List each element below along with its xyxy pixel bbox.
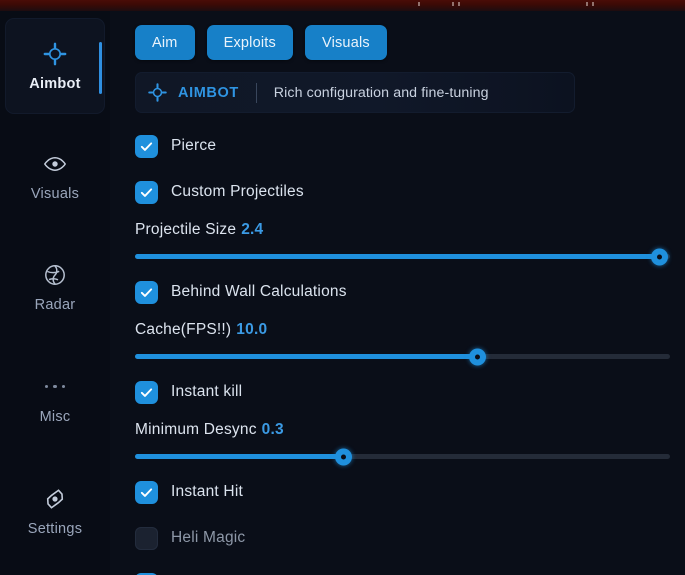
option-row-projectile-size: Projectile Size 2.4 — [135, 215, 685, 265]
option-label: Instant kill — [171, 383, 243, 400]
option-row-minimum-desync: Minimum Desync 0.3 — [135, 415, 685, 465]
active-indicator — [99, 42, 102, 94]
ellipsis-icon — [42, 374, 68, 400]
banner-divider — [255, 82, 257, 103]
sidebar-item-visuals[interactable]: Visuals — [5, 128, 105, 224]
option-row-pierce[interactable]: Pierce — [135, 123, 685, 169]
slider-value: 0.3 — [261, 421, 284, 438]
slider-thumb[interactable] — [468, 348, 486, 365]
section-title: AIMBOT — [178, 84, 239, 101]
option-label: Pierce — [171, 137, 217, 154]
slider-value: 10.0 — [236, 321, 268, 338]
slider-thumb[interactable] — [650, 248, 668, 265]
sidebar-item-label: Aimbot — [29, 75, 81, 92]
eye-icon — [42, 151, 68, 177]
option-label: Heli Magic — [171, 529, 246, 546]
sidebar-item-misc[interactable]: Misc — [5, 351, 105, 447]
sidebar: Aimbot Visuals Radar — [0, 11, 110, 575]
crosshair-icon — [42, 41, 68, 67]
tab-exploits[interactable]: Exploits — [206, 25, 293, 60]
option-label: Behind Wall Calculations — [171, 283, 347, 300]
checkbox-custom-projectiles[interactable] — [135, 180, 158, 204]
sidebar-item-radar[interactable]: Radar — [5, 239, 105, 335]
option-row-instant-kill[interactable]: Instant kill — [135, 369, 685, 415]
slider-minimum-desync[interactable] — [135, 448, 670, 465]
slider-cache-fps[interactable] — [135, 348, 670, 365]
main-panel: Aim Exploits Visuals AIMBOT Rich configu… — [110, 11, 685, 575]
slider-fill — [135, 354, 478, 359]
option-label: Custom Projectiles — [171, 183, 304, 200]
globe-icon — [42, 262, 68, 288]
slider-label: Minimum Desync — [135, 421, 257, 438]
slider-projectile-size[interactable] — [135, 248, 670, 265]
window-top-strip — [0, 0, 685, 11]
option-row-desync-on-keypress[interactable]: Desync On Keypress — [135, 561, 685, 575]
checkbox-desync-on-keypress[interactable] — [135, 572, 158, 575]
sidebar-item-settings[interactable]: Settings — [5, 463, 105, 559]
slider-fill — [135, 454, 344, 459]
option-row-heli-magic[interactable]: Heli Magic — [135, 515, 685, 561]
checkbox-instant-kill[interactable] — [135, 380, 158, 404]
sidebar-item-label: Settings — [27, 520, 83, 537]
checkbox-instant-hit[interactable] — [135, 480, 158, 504]
crosshair-icon — [148, 83, 167, 102]
gear-icon — [42, 486, 68, 512]
checkbox-pierce[interactable] — [135, 134, 158, 158]
sidebar-item-label: Visuals — [30, 185, 80, 202]
options-list: Pierce Custom Projectiles Projectile Siz… — [135, 123, 685, 575]
slider-caption: Minimum Desync 0.3 — [135, 421, 685, 439]
sidebar-item-aimbot[interactable]: Aimbot — [5, 18, 105, 114]
section-subtitle: Rich configuration and fine-tuning — [273, 84, 489, 101]
slider-fill — [135, 254, 660, 259]
option-label: Instant Hit — [171, 483, 243, 500]
slider-caption: Projectile Size 2.4 — [135, 221, 685, 239]
checkbox-behind-wall-calculations[interactable] — [135, 280, 158, 304]
sidebar-item-label: Misc — [39, 408, 71, 425]
sidebar-item-label: Radar — [34, 296, 76, 313]
slider-thumb[interactable] — [335, 448, 353, 465]
checkbox-heli-magic[interactable] — [135, 526, 158, 550]
slider-label: Cache(FPS!!) — [135, 321, 232, 338]
section-banner: AIMBOT Rich configuration and fine-tunin… — [135, 72, 575, 113]
option-row-instant-hit[interactable]: Instant Hit — [135, 469, 685, 515]
tab-bar: Aim Exploits Visuals — [135, 25, 387, 60]
tab-aim[interactable]: Aim — [135, 25, 195, 60]
option-row-custom-projectiles[interactable]: Custom Projectiles — [135, 169, 685, 215]
tab-visuals[interactable]: Visuals — [304, 25, 387, 60]
slider-label: Projectile Size — [135, 221, 237, 238]
slider-caption: Cache(FPS!!) 10.0 — [135, 321, 685, 339]
option-row-behind-wall-calculations[interactable]: Behind Wall Calculations — [135, 269, 685, 315]
option-row-cache-fps: Cache(FPS!!) 10.0 — [135, 315, 685, 365]
slider-value: 2.4 — [241, 221, 264, 238]
